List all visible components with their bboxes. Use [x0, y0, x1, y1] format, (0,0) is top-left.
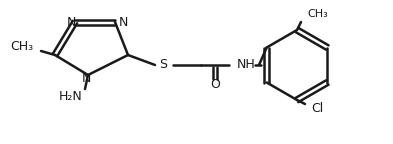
Text: O: O	[210, 78, 220, 91]
Text: H₂N: H₂N	[59, 90, 83, 104]
Text: S: S	[159, 58, 167, 72]
Text: N: N	[119, 16, 129, 29]
Text: NH: NH	[237, 58, 256, 72]
Text: N: N	[66, 16, 76, 29]
Text: CH₃: CH₃	[10, 40, 33, 54]
Text: Cl: Cl	[311, 102, 323, 114]
Text: CH₃: CH₃	[307, 9, 328, 19]
Text: N: N	[81, 72, 91, 85]
